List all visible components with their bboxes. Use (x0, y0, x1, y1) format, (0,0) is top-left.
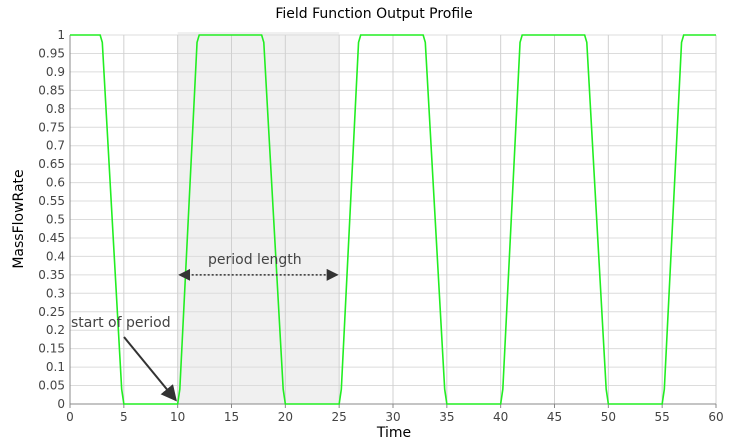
x-tick-label: 10 (170, 410, 185, 424)
y-tick-label: 0.2 (46, 323, 65, 337)
y-tick-label: 0.45 (38, 231, 65, 245)
y-tick-label: 0 (57, 397, 65, 411)
y-tick-label: 0.9 (46, 65, 65, 79)
y-tick-label: 0.8 (46, 102, 65, 116)
y-tick-label: 0.55 (38, 194, 65, 208)
highlight-region (177, 32, 340, 404)
x-tick-label: 45 (547, 410, 562, 424)
y-tick-label: 0.65 (38, 157, 65, 171)
y-tick-label: 0.4 (46, 249, 65, 263)
y-tick-label: 0.85 (38, 83, 65, 97)
y-tick-label: 0.35 (38, 268, 65, 282)
x-tick-label: 55 (655, 410, 670, 424)
x-tick-label: 5 (120, 410, 128, 424)
y-axis-label: MassFlowRate (11, 169, 27, 268)
chart-title: Field Function Output Profile (275, 6, 472, 22)
x-tick-label: 60 (708, 410, 723, 424)
x-tick-label: 15 (224, 410, 239, 424)
y-tick-label: 0.6 (46, 176, 65, 190)
x-tick-label: 40 (493, 410, 508, 424)
series-line (70, 34, 716, 405)
y-tick-label: 0.15 (38, 342, 65, 356)
annotation-period-length: period length (208, 252, 302, 268)
annotation-start-of-period: start of period (71, 315, 171, 331)
x-axis-label: Time (376, 425, 411, 441)
y-tick-label: 0.05 (38, 379, 65, 393)
y-tick-label: 0.95 (38, 46, 65, 60)
y-tick-label: 0.1 (46, 360, 65, 374)
y-tick-label: 0.7 (46, 139, 65, 153)
y-tick-label: 0.3 (46, 286, 65, 300)
x-tick-label: 35 (439, 410, 454, 424)
y-tick-label: 1 (57, 28, 65, 42)
y-tick-label: 0.25 (38, 305, 65, 319)
y-tick-label: 0.75 (38, 120, 65, 134)
x-tick-label: 50 (601, 410, 616, 424)
x-tick-label: 25 (332, 410, 347, 424)
y-tick-label: 0.5 (46, 213, 65, 227)
start-of-period-arrow (123, 336, 177, 402)
x-tick-label: 30 (385, 410, 400, 424)
x-tick-label: 0 (66, 410, 74, 424)
x-tick-label: 20 (278, 410, 293, 424)
